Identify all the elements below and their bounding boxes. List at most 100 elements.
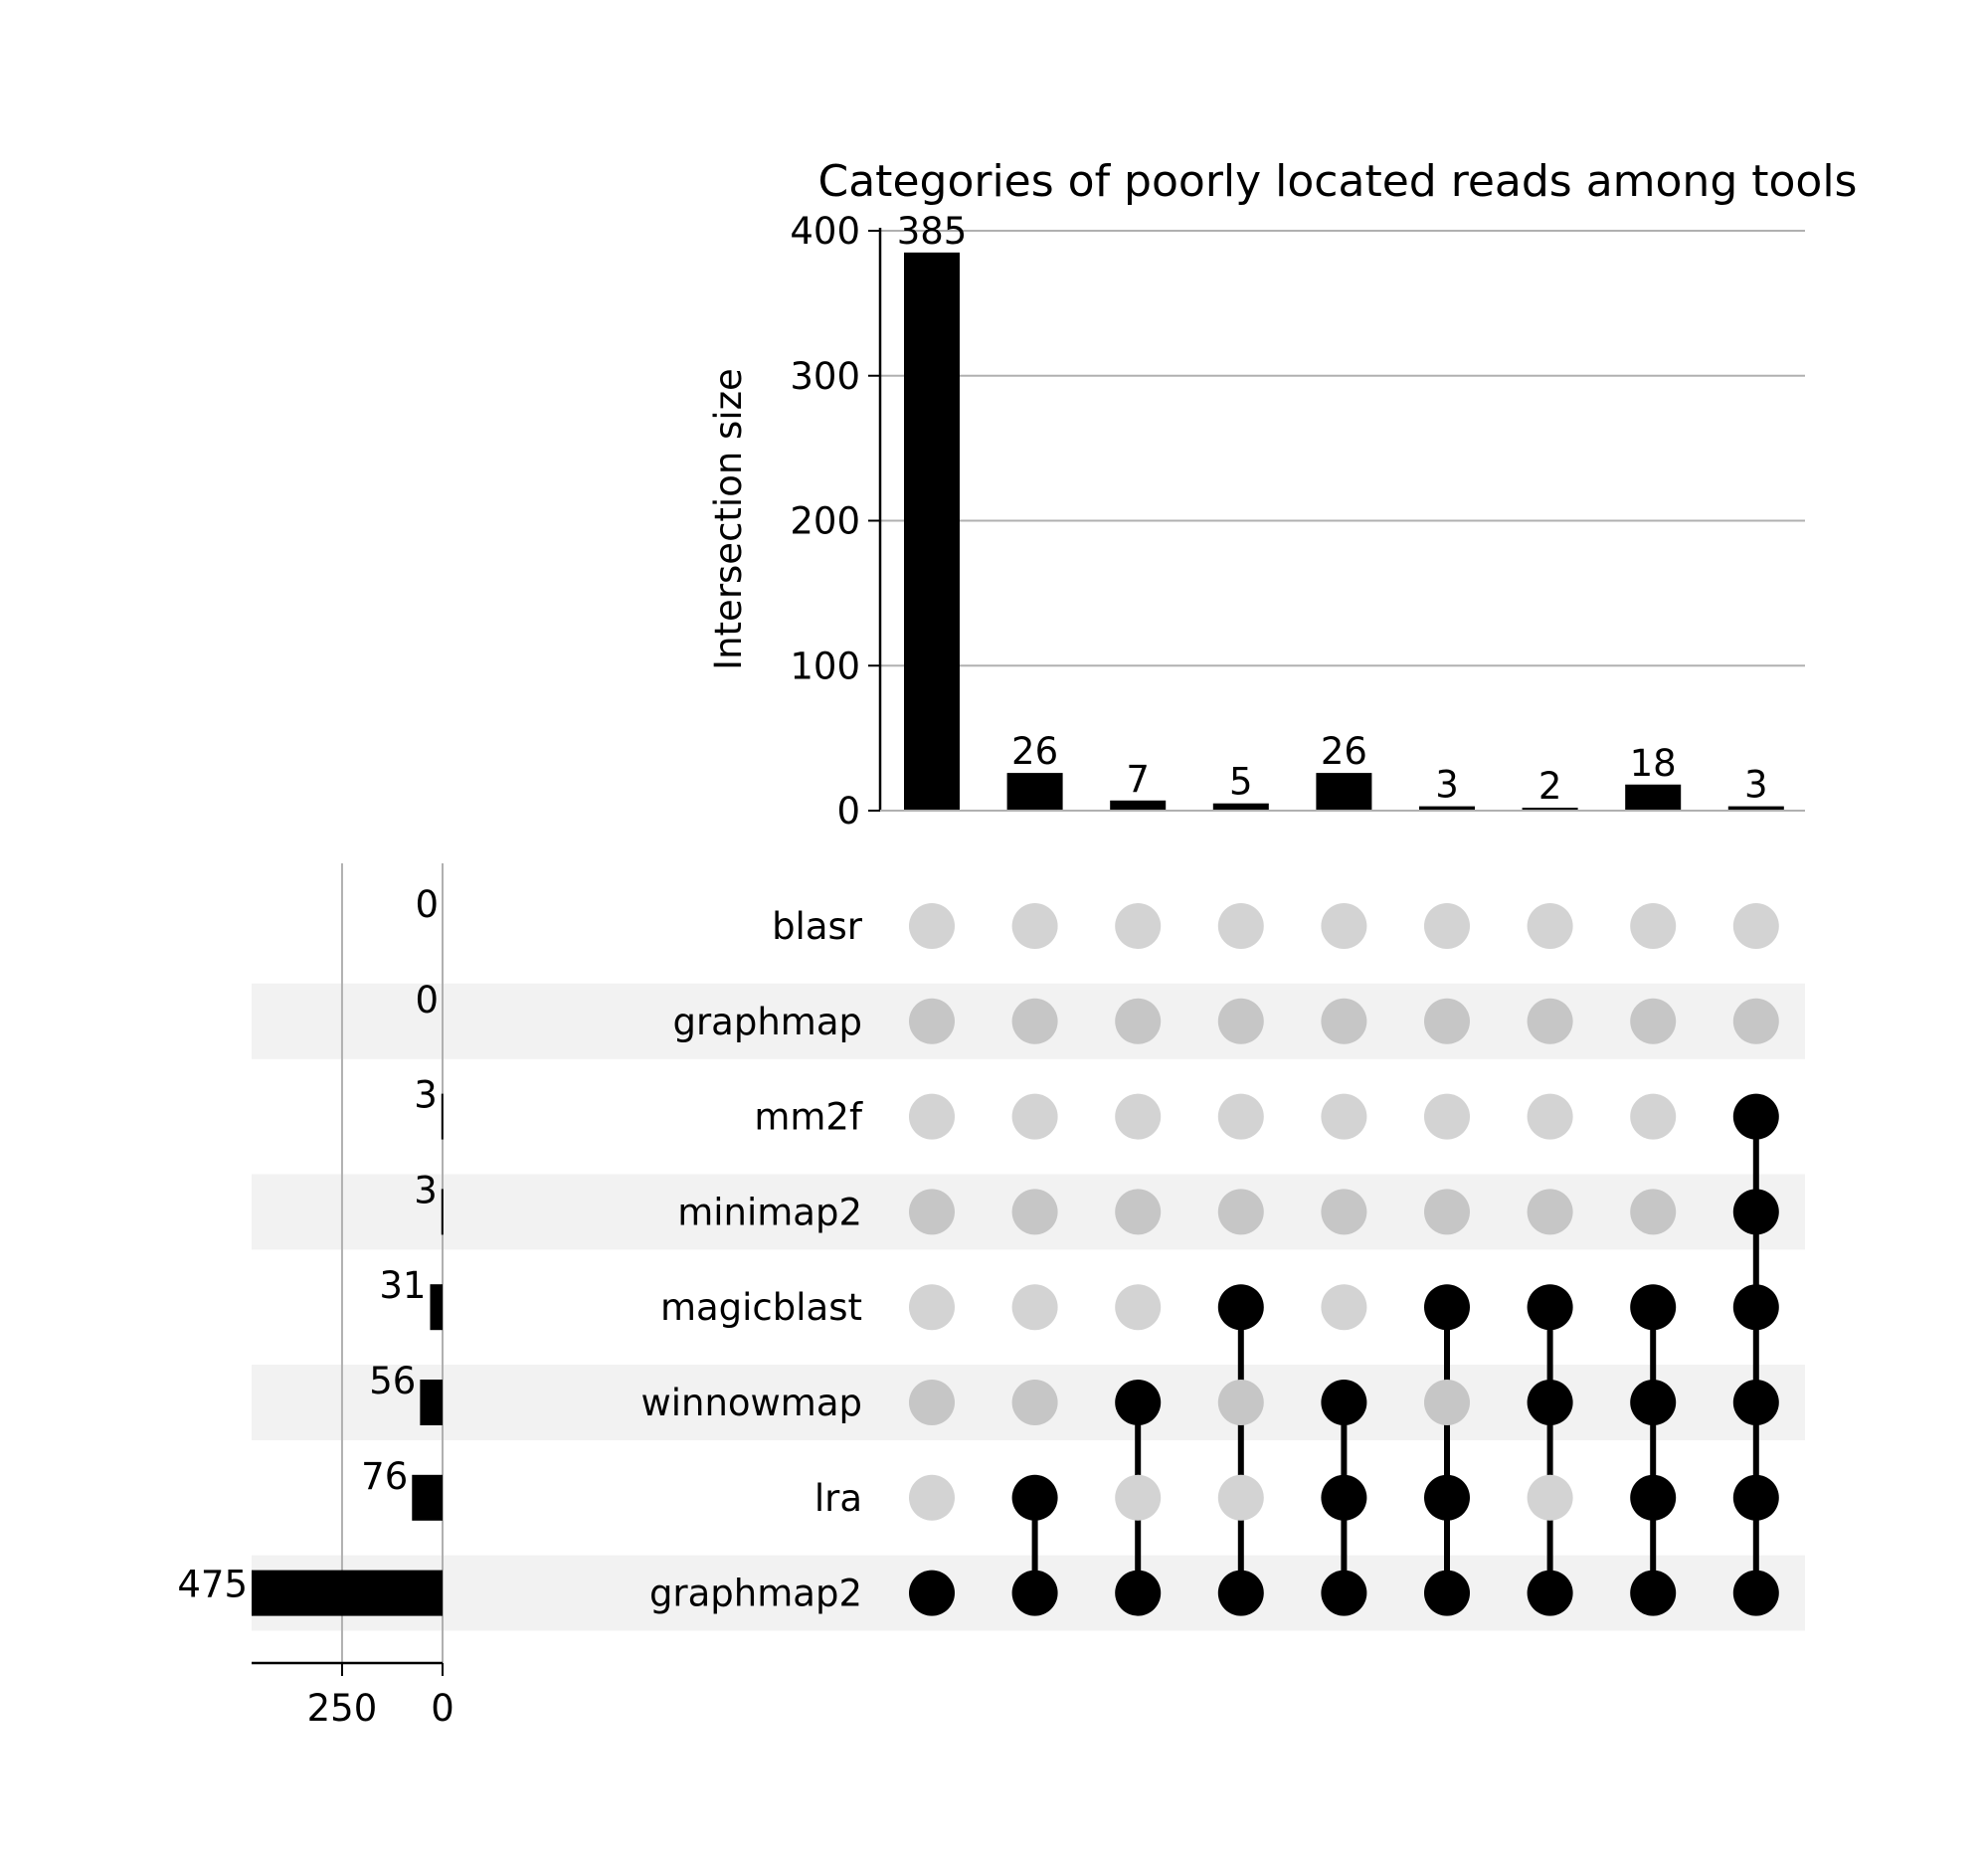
- intersection-bar: [1727, 806, 1784, 811]
- set-size-value-label: 3: [414, 1169, 438, 1211]
- axes: 0 100 200 300 400 250 0: [252, 210, 1805, 1730]
- bar-value-label: 3: [1744, 764, 1768, 807]
- matrix-dot-inactive: [909, 1474, 955, 1521]
- matrix-dot-active: [1217, 1570, 1264, 1616]
- matrix-dot-active: [1424, 1284, 1470, 1331]
- set-size-value-label: 3: [414, 1074, 438, 1117]
- matrix-dot-inactive: [1527, 998, 1573, 1044]
- gridlines: [340, 230, 1805, 1663]
- matrix-dot-inactive: [1424, 903, 1470, 949]
- matrix-dot-active: [1321, 1474, 1367, 1521]
- matrix-dot-inactive: [1011, 1284, 1058, 1331]
- matrix-dot-active: [1732, 1189, 1779, 1235]
- matrix-dot-inactive: [1321, 1189, 1367, 1235]
- y-axis-label: Intersection size: [707, 368, 750, 670]
- bar-value-label: 385: [897, 210, 968, 253]
- matrix-dot-inactive: [1630, 903, 1677, 949]
- y-tick-label: 200: [790, 500, 860, 543]
- intersection-bar: [1316, 773, 1372, 811]
- membership-matrix: blasr graphmap mm2f minimap2 magicblast winno…: [640, 903, 1779, 1616]
- matrix-dot-inactive: [1011, 1189, 1058, 1235]
- intersection-bar: [1419, 806, 1475, 811]
- intersection-bar: [904, 252, 960, 812]
- matrix-dot-active: [1321, 1380, 1367, 1425]
- intersection-bar: [1110, 800, 1167, 811]
- matrix-dot-active: [1527, 1380, 1573, 1425]
- matrix-dot-active: [1115, 1380, 1162, 1425]
- matrix-dot-inactive: [1321, 903, 1367, 949]
- set-name-label: blasr: [772, 905, 863, 948]
- matrix-dot-inactive: [1424, 1093, 1470, 1140]
- matrix-dot-inactive: [1732, 903, 1779, 949]
- intersection-bar: [1212, 803, 1269, 811]
- y-tick-label: 400: [790, 210, 860, 253]
- matrix-dot-inactive: [1011, 1380, 1058, 1425]
- set-size-value-label: 0: [415, 883, 439, 926]
- matrix-dot-inactive: [1732, 998, 1779, 1044]
- intersection-bars: 385 26 7 5 26 3 2 18 3: [897, 210, 1784, 812]
- matrix-dot-inactive: [1321, 998, 1367, 1044]
- set-name-label: minimap2: [677, 1191, 862, 1233]
- matrix-dot-active: [1732, 1474, 1779, 1521]
- matrix-dot-inactive: [1011, 998, 1058, 1044]
- matrix-dot-active: [1115, 1570, 1162, 1616]
- matrix-dot-inactive: [1115, 998, 1162, 1044]
- set-name-label: graphmap: [672, 1001, 862, 1043]
- matrix-dot-active: [1424, 1474, 1470, 1521]
- bar-value-label: 3: [1435, 764, 1459, 807]
- intersection-bar: [1522, 808, 1578, 811]
- matrix-dot-inactive: [1217, 1189, 1264, 1235]
- y-tick-label: 300: [790, 355, 860, 398]
- set-size-tick-label: 0: [431, 1687, 454, 1730]
- set-size-tick-label: 250: [307, 1687, 378, 1730]
- matrix-dot-active: [1527, 1570, 1573, 1616]
- set-size-bars: 0 0 3 3 31 56 76 475: [177, 883, 444, 1616]
- matrix-dot-inactive: [1630, 1093, 1677, 1140]
- matrix-dot-active: [1630, 1284, 1677, 1331]
- bar-value-label: 7: [1126, 758, 1150, 801]
- matrix-dot-active: [1630, 1380, 1677, 1425]
- matrix-dot-active: [1321, 1570, 1367, 1616]
- matrix-dot-active: [909, 1570, 955, 1616]
- matrix-dot-inactive: [1217, 1380, 1264, 1425]
- matrix-dot-active: [1011, 1474, 1058, 1521]
- matrix-dot-inactive: [909, 1093, 955, 1140]
- matrix-dot-active: [1011, 1570, 1058, 1616]
- set-name-label: graphmap2: [649, 1573, 862, 1615]
- set-size-bar: [420, 1380, 443, 1425]
- matrix-dot-active: [1217, 1284, 1264, 1331]
- matrix-dot-inactive: [909, 1380, 955, 1425]
- matrix-dot-inactive: [1115, 1284, 1162, 1331]
- intersection-bar: [1006, 773, 1063, 811]
- matrix-dot-inactive: [1424, 1380, 1470, 1425]
- bar-value-label: 5: [1229, 761, 1253, 804]
- set-size-value-label: 475: [177, 1564, 248, 1606]
- intersection-bar: [1625, 784, 1682, 811]
- matrix-dot-inactive: [1217, 1093, 1264, 1140]
- matrix-dot-inactive: [1630, 998, 1677, 1044]
- set-size-value-label: 56: [369, 1360, 416, 1402]
- bar-value-label: 2: [1538, 765, 1562, 808]
- matrix-dot-active: [1630, 1570, 1677, 1616]
- set-size-value-label: 76: [361, 1455, 408, 1498]
- matrix-dot-inactive: [1115, 903, 1162, 949]
- matrix-dot-inactive: [1527, 903, 1573, 949]
- bar-value-label: 26: [1321, 730, 1367, 773]
- matrix-dot-inactive: [1424, 1189, 1470, 1235]
- set-name-label: mm2f: [754, 1096, 863, 1139]
- set-size-bar: [412, 1474, 443, 1521]
- matrix-dot-active: [1732, 1570, 1779, 1616]
- set-size-value-label: 31: [379, 1264, 426, 1307]
- matrix-dot-inactive: [1527, 1189, 1573, 1235]
- set-size-bar: [441, 1189, 444, 1235]
- matrix-dot-inactive: [1115, 1093, 1162, 1140]
- matrix-dot-inactive: [1527, 1474, 1573, 1521]
- y-tick-label: 100: [790, 645, 860, 687]
- chart-title: Categories of poorly located reads among…: [818, 156, 1858, 207]
- matrix-dot-active: [1424, 1570, 1470, 1616]
- matrix-dot-inactive: [1527, 1093, 1573, 1140]
- bar-value-label: 18: [1630, 742, 1677, 785]
- matrix-dot-active: [1630, 1474, 1677, 1521]
- matrix-dot-active: [1732, 1093, 1779, 1140]
